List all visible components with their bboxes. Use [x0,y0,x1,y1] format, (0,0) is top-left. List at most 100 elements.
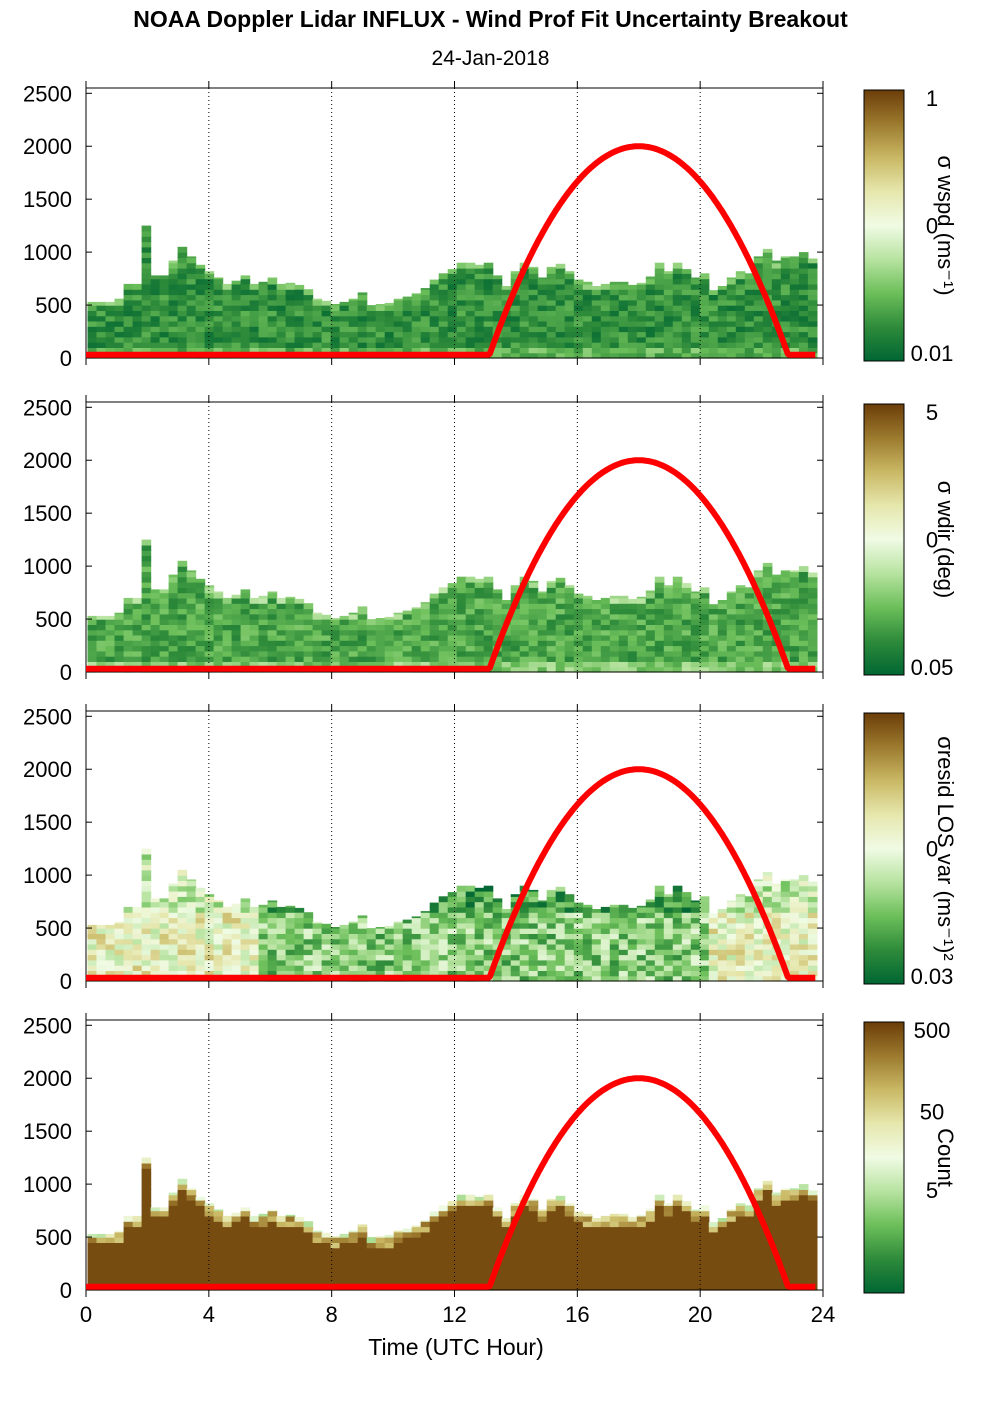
heatmap-cell [456,268,467,274]
heatmap-cell [186,880,197,887]
heatmap-cell [393,970,404,977]
heatmap-cell [609,917,620,924]
heatmap-cell [186,1247,197,1254]
heatmap-cell [708,1247,719,1254]
heatmap-cell [267,900,278,903]
heatmap-cell [528,917,539,924]
heatmap-cell [564,1215,575,1222]
heatmap-cell [537,917,548,924]
heatmap-cell [249,645,260,652]
heatmap-cell [366,650,377,657]
heatmap-cell [573,1263,584,1270]
heatmap-cell [735,629,746,636]
heatmap-cell [555,289,566,296]
heatmap-cell [717,970,728,977]
heatmap-cell [519,1231,530,1238]
heatmap-cell [339,640,350,647]
heatmap-cell [429,294,440,301]
heatmap-cell [528,278,539,285]
heatmap-cell [798,582,809,588]
heatmap-cell [690,299,701,306]
heatmap-cell [402,970,413,977]
heatmap-cell [726,326,737,333]
heatmap-cell [267,336,278,343]
heatmap-cell [366,315,377,322]
heatmap-cell [393,1237,404,1243]
heatmap-cell [654,592,665,599]
heatmap-cell [249,922,260,929]
heatmap-cell [762,661,773,668]
heatmap-cell [177,289,188,296]
heatmap-cell [213,320,224,327]
heatmap-cell [375,304,386,306]
heatmap-cell [114,331,125,338]
heatmap-cell [609,320,620,327]
heatmap-cell [780,603,791,610]
heatmap-cell [726,320,737,327]
heatmap-cell [555,320,566,327]
heatmap-cell [375,634,386,641]
heatmap-cell [87,634,98,641]
heatmap-cell [303,1247,314,1254]
heatmap-cell [582,310,593,317]
heatmap-cell [123,1226,134,1233]
heatmap-cell [528,629,539,636]
heatmap-cell [321,315,332,322]
heatmap-cell [285,1274,296,1280]
heatmap-cell [609,1252,620,1259]
heatmap-cell [312,921,323,924]
heatmap-cell [672,305,683,311]
heatmap-cell [654,1215,665,1222]
heatmap-cell [654,943,665,950]
heatmap-cell [600,315,611,322]
heatmap-cell [465,1242,476,1249]
heatmap-cell [762,938,773,945]
heatmap-cell [690,336,701,343]
heatmap-cell [645,283,656,290]
heatmap-cell [492,624,503,631]
heatmap-cell [636,608,647,615]
heatmap-cell [537,629,548,636]
heatmap-cell [546,299,557,306]
heatmap-cell [267,1231,278,1238]
heatmap-cell [618,943,629,950]
heatmap-cell [627,305,638,311]
heatmap-cell [456,315,467,322]
heatmap-cell [330,1247,341,1254]
heatmap-cell [591,661,602,668]
heatmap-cell [591,970,602,977]
heatmap-cell [609,954,620,961]
heatmap-cell [663,1252,674,1259]
heatmap-cell [177,331,188,338]
heatmap-cell [753,331,764,338]
heatmap-cell [105,928,116,934]
heatmap-cell [186,640,197,647]
heatmap-cell [123,597,134,604]
heatmap-cell [438,928,449,934]
heatmap-cell [141,1157,152,1164]
heatmap-cell [492,294,503,301]
heatmap-cell [177,268,188,274]
heatmap-cell [600,965,611,971]
heatmap-cell [429,315,440,322]
heatmap-cell [123,943,134,950]
heatmap-cell [519,906,530,913]
heatmap-cell [708,959,719,966]
heatmap-cell [204,949,215,956]
heatmap-cell [231,597,242,604]
heatmap-cell [726,970,737,977]
heatmap-cell [411,1263,422,1270]
heatmap-cell [177,347,188,354]
heatmap-cell [636,315,647,322]
heatmap-cell [528,666,539,673]
heatmap-cell [150,294,161,301]
heatmap-cell [429,1263,440,1270]
heatmap-cell [402,928,413,934]
heatmap-cell [582,1284,593,1291]
heatmap-cell [420,965,431,971]
heatmap-cell [177,560,188,567]
heatmap-cell [519,656,530,662]
heatmap-cell [87,1233,98,1238]
heatmap-cell [150,965,161,971]
heatmap-cell [798,906,809,913]
